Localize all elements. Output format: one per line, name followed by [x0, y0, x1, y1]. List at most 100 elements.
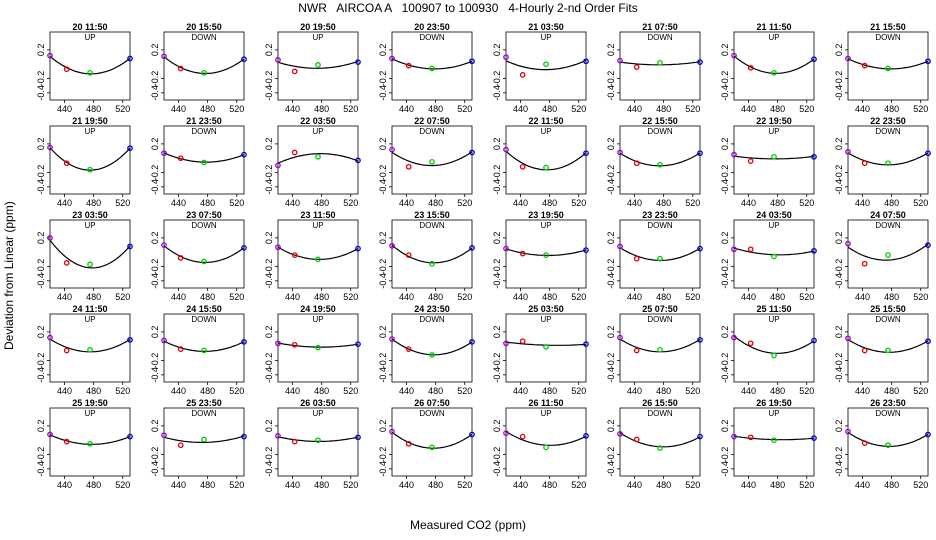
panel-direction: UP [84, 33, 95, 42]
y-tick-label: 0.2 [720, 420, 730, 433]
y-tick-label: -0.4 [834, 85, 844, 101]
data-point [811, 435, 817, 441]
data-point [657, 445, 663, 451]
x-tick-label: 480 [200, 480, 215, 490]
data-point [127, 55, 133, 62]
x-tick-label: 480 [428, 198, 443, 208]
panel-title: 21 03:50 [528, 22, 564, 32]
data-point [177, 442, 184, 449]
panel-frame [733, 31, 815, 101]
x-tick-label: 520 [799, 104, 814, 114]
panel-direction: UP [84, 315, 95, 324]
data-point [63, 160, 70, 167]
y-tick-label: -0.4 [834, 273, 844, 289]
data-point [697, 150, 703, 157]
data-point [275, 57, 281, 63]
y-tick-label: 0.2 [492, 420, 502, 433]
data-point [747, 340, 754, 347]
y-tick-label: -0.2 [492, 259, 502, 275]
panel-frame [277, 31, 359, 101]
data-point [617, 334, 623, 341]
fit-curve [505, 430, 587, 446]
panel-frame [505, 313, 587, 383]
y-tick-label: -0.4 [492, 179, 502, 195]
y-tick-label: -0.4 [492, 273, 502, 289]
panel-frame [505, 31, 587, 101]
panel-frame [391, 31, 473, 101]
fit-curve [847, 243, 929, 261]
x-tick-label: 440 [399, 480, 414, 490]
y-tick-label: -0.2 [492, 165, 502, 181]
y-tick-label: 0.2 [834, 44, 844, 57]
data-point [355, 434, 361, 441]
panel-direction: UP [84, 409, 95, 418]
data-point [519, 433, 526, 440]
data-point [389, 428, 395, 435]
fit-curve [49, 239, 131, 269]
panel-title: 24 15:50 [186, 304, 222, 314]
panel-direction: UP [312, 221, 323, 230]
x-tick-label: 520 [799, 292, 814, 302]
x-tick-label: 440 [285, 292, 300, 302]
data-point [925, 58, 931, 65]
x-tick-label: 520 [457, 292, 472, 302]
data-point [697, 245, 703, 252]
panel-title: 23 07:50 [186, 210, 222, 220]
panel-frame [49, 219, 131, 289]
data-point [275, 340, 281, 347]
data-point [811, 56, 817, 63]
data-point [519, 163, 526, 170]
y-tick-label: -0.4 [720, 461, 730, 477]
x-tick-label: 440 [57, 480, 72, 490]
data-point [47, 334, 53, 341]
y-tick-label: -0.2 [36, 165, 46, 181]
y-tick-label: -0.4 [264, 179, 274, 195]
y-tick-label: -0.2 [378, 447, 388, 463]
data-point [845, 335, 851, 342]
panel-title: 25 23:50 [186, 398, 222, 408]
y-tick-label: -0.2 [492, 71, 502, 87]
panel-title: 25 15:50 [870, 304, 906, 314]
panel-direction: DOWN [191, 127, 217, 136]
x-tick-label: 480 [656, 480, 671, 490]
data-point [241, 56, 247, 63]
y-tick-label: 0.2 [606, 232, 616, 245]
data-point [633, 64, 640, 70]
panel-direction: DOWN [419, 409, 445, 418]
x-tick-label: 480 [200, 292, 215, 302]
data-point [127, 145, 133, 152]
data-point [429, 351, 435, 358]
y-tick-label: -0.4 [378, 273, 388, 289]
y-tick-label: 0.2 [720, 326, 730, 339]
data-point [161, 53, 167, 60]
fit-curve [505, 150, 587, 171]
panel-title: 25 03:50 [528, 304, 564, 314]
data-point [429, 158, 435, 165]
panel-title: 24 03:50 [756, 210, 792, 220]
data-point [583, 341, 589, 347]
chart-title: NWR AIRCOA A 100907 to 100930 4-Hourly 2… [298, 1, 638, 15]
panel-frame [619, 219, 701, 289]
panel-frame [847, 407, 929, 477]
data-point [405, 163, 412, 170]
x-tick-label: 440 [513, 480, 528, 490]
data-point [657, 255, 663, 262]
panel-direction: DOWN [875, 221, 901, 230]
data-point [127, 336, 133, 343]
fit-curve [277, 246, 359, 260]
data-point [747, 64, 754, 71]
data-point [87, 261, 93, 268]
y-tick-label: -0.4 [36, 273, 46, 289]
data-point [161, 150, 167, 157]
x-tick-label: 480 [770, 386, 785, 396]
panel-title: 24 07:50 [870, 210, 906, 220]
x-tick-label: 440 [285, 104, 300, 114]
x-tick-label: 440 [171, 198, 186, 208]
x-tick-label: 440 [171, 480, 186, 490]
x-tick-label: 520 [457, 198, 472, 208]
x-tick-label: 520 [799, 480, 814, 490]
fit-curve [277, 342, 359, 348]
x-tick-label: 440 [399, 292, 414, 302]
panel-frame [391, 313, 473, 383]
y-tick-label: -0.2 [606, 165, 616, 181]
